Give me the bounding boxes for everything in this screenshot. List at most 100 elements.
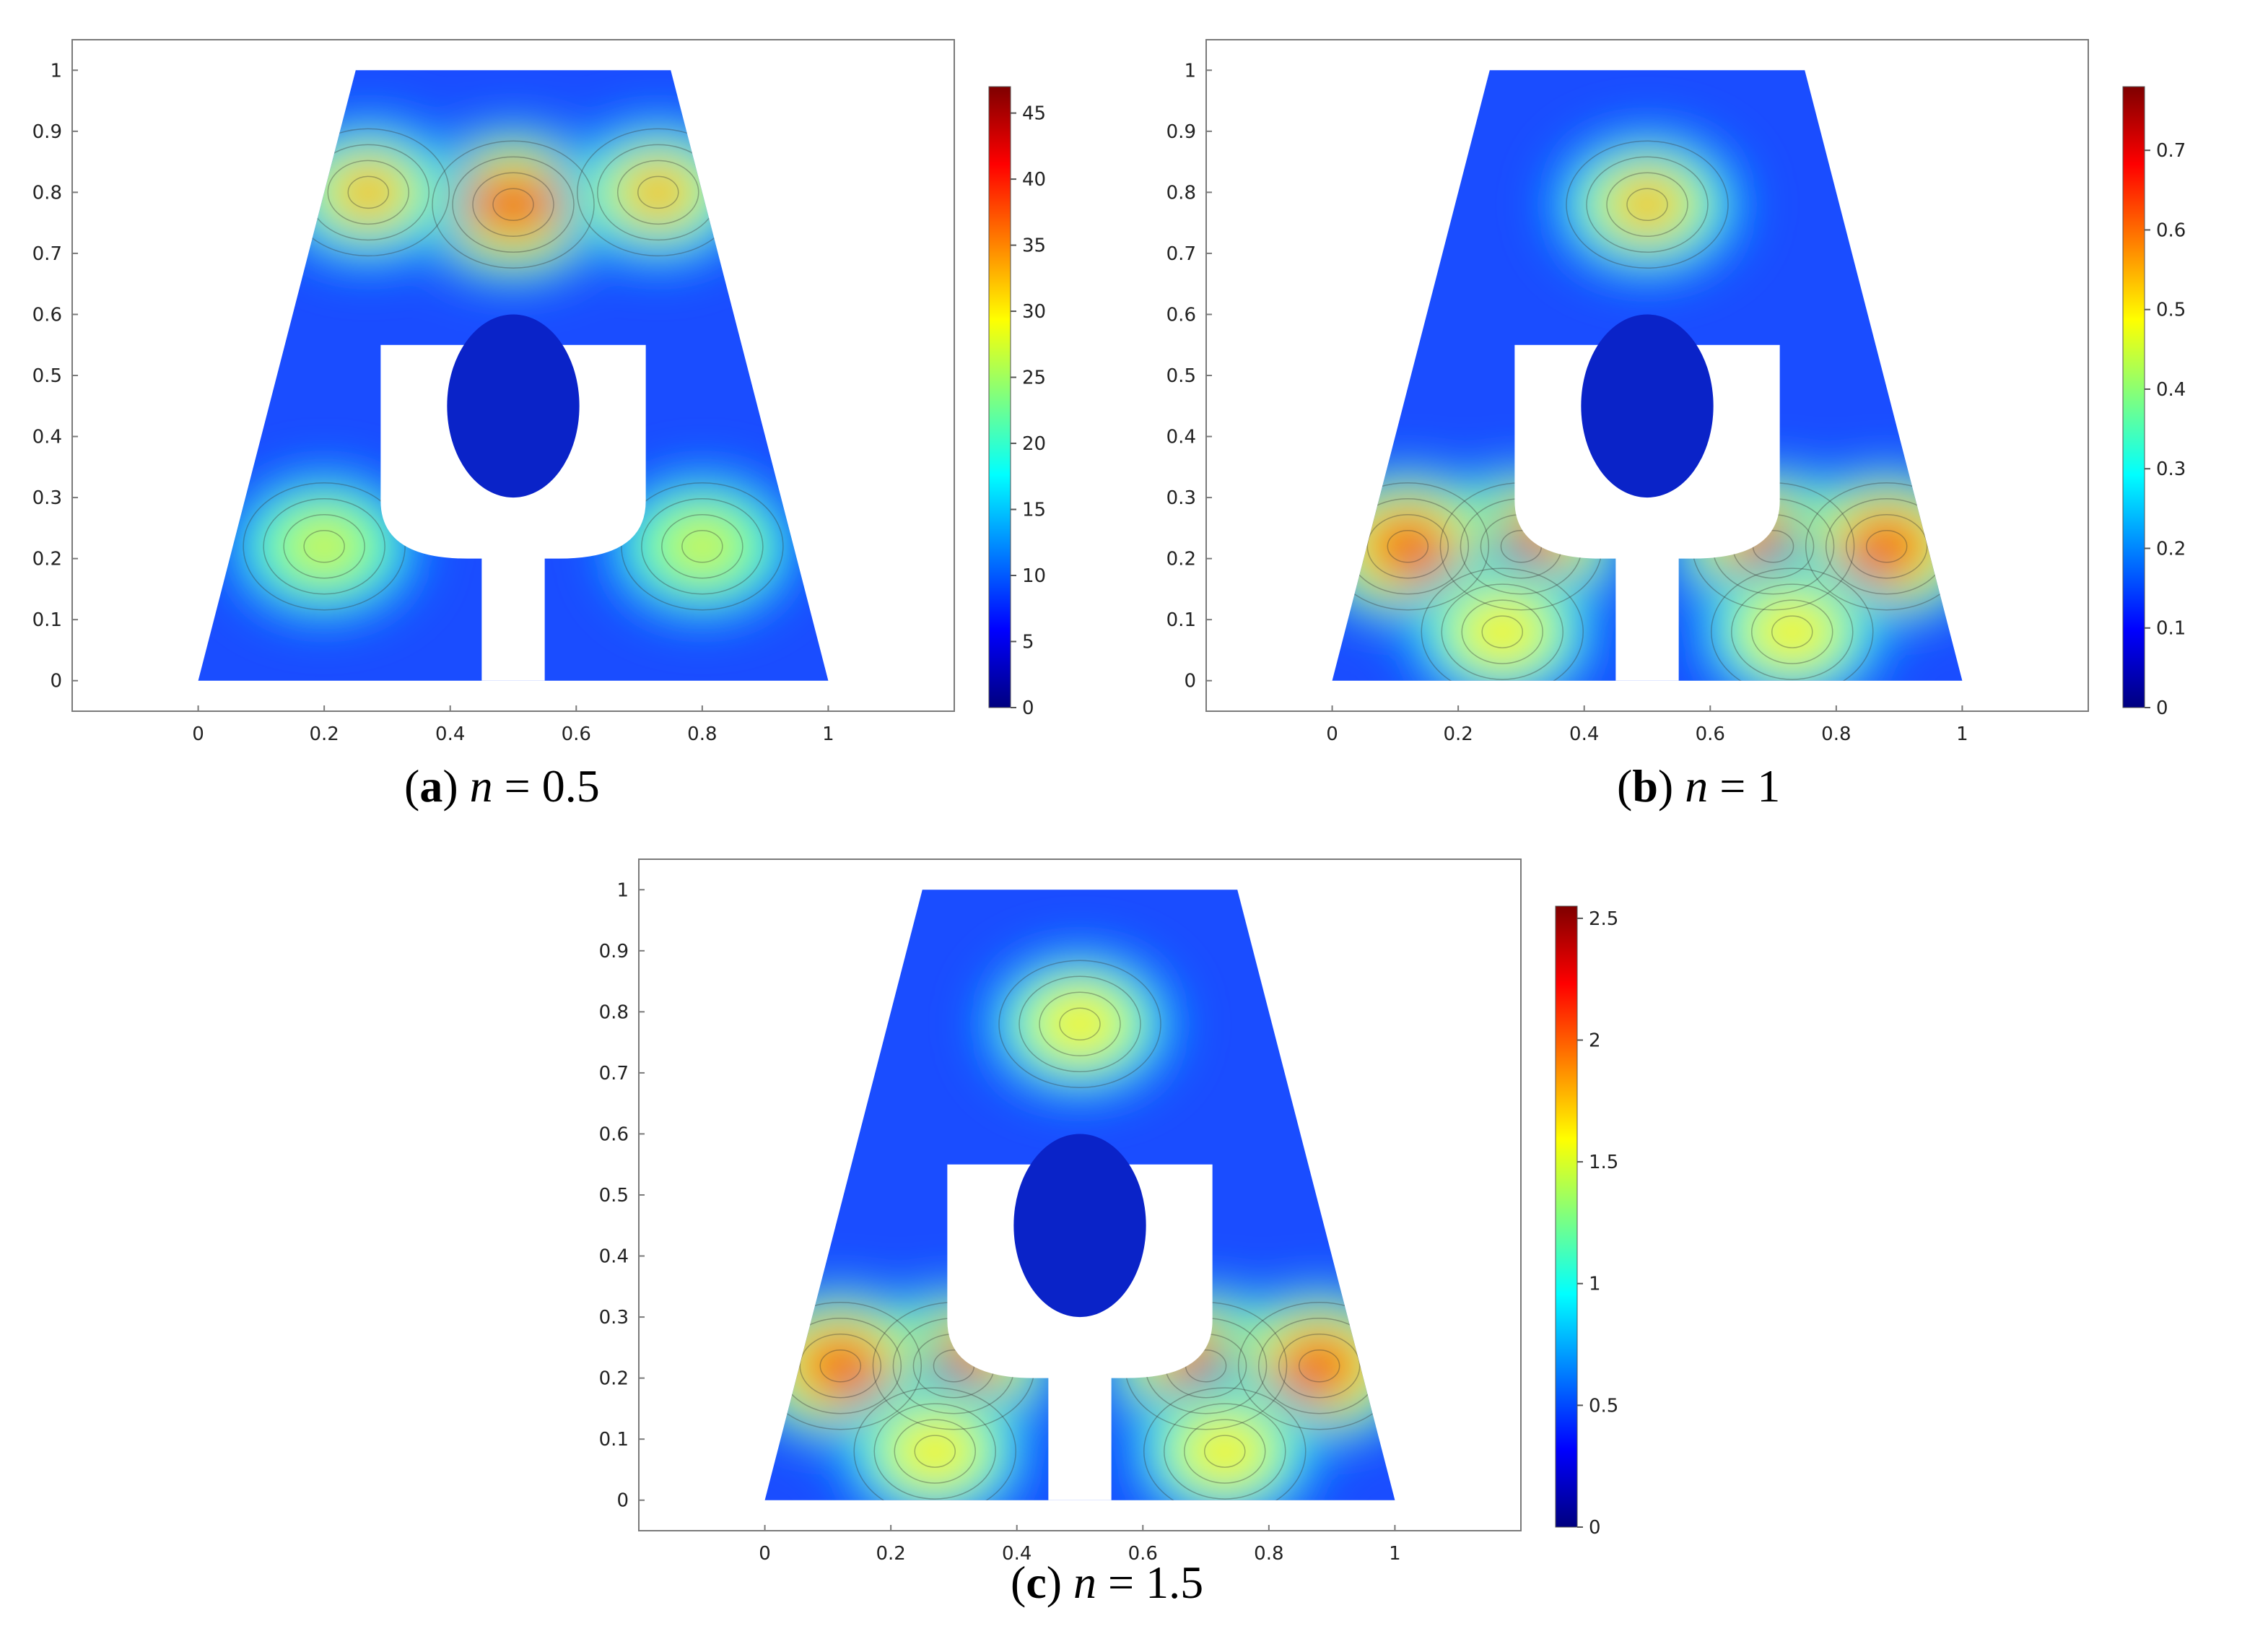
chart-svg: 0 0.2 0.4 0.6 0.8 100.10.20.30.40.50.60.70.80… [32,39,1046,745]
colorbar-tick-label: 0.6 [2156,219,2186,241]
streamline [1441,583,1563,680]
streamline [873,1403,996,1500]
streamline [1204,1435,1246,1468]
streamline [243,482,406,611]
y-tick-label: 0.9 [1166,121,1196,143]
colorbar-tick-label: 0 [1022,697,1034,719]
colorbar-tick-label: 0.5 [1589,1395,1618,1417]
streamline [1143,1387,1307,1500]
y-tick-label: 0.8 [1166,182,1196,204]
streamline [303,529,345,563]
y-tick-label: 0.1 [599,1429,629,1451]
streamline [327,160,409,225]
y-tick-label: 0.8 [32,182,62,204]
colorbar-tick-label: 35 [1022,235,1046,257]
y-tick-label: 0 [1184,671,1196,692]
hotspot [216,463,433,630]
colorbar-tick-label: 30 [1022,301,1046,323]
streamline [998,960,1161,1089]
x-tick-label: 0.6 [1696,723,1725,745]
streamline [1421,568,1584,681]
streamline [347,175,389,209]
streamline [1461,599,1543,664]
center-ellipse [1013,1134,1146,1318]
colorbar-tick-label: 40 [1022,169,1046,191]
caption-b: (b) n = 1 [1617,760,1781,812]
colorbar [2122,86,2145,708]
panel-a-chart: 0 0.2 0.4 0.6 0.8 1 0 0.1 0.2 0.3 0.4 0.5 0.6 0.7 0.8 0… [0,0,1134,820]
streamline [637,175,679,209]
streamline [1332,482,1490,611]
colorbar-tick-label: 0 [2156,697,2168,719]
hotspot [1394,549,1611,681]
colorbar-tick-label: 2 [1589,1030,1601,1051]
y-tick-label: 0.7 [1166,243,1196,265]
colorbar-tick-label: 25 [1022,368,1046,389]
y-tick-label: 0.5 [599,1185,629,1207]
streamline [894,1419,976,1484]
streamline [1845,513,1928,579]
caption-a-var: n [469,760,493,812]
streamline [819,1349,862,1383]
colorbar-tick-label: 2.5 [1589,908,1618,930]
center-ellipse [1581,314,1714,498]
y-tick-label: 0.4 [599,1246,629,1268]
panel-b-chart: 0 0.2 0.4 0.6 0.8 1 0 0.1 0.2 0.3 0.4 0.5 0.6 0.7 0.8 0… [1134,0,2268,820]
x-tick-label: 0.4 [1569,723,1599,745]
colorbar-tick-label: 0 [1589,1517,1601,1539]
hotspot [593,463,811,630]
streamline [1731,583,1854,680]
fork-cutout [947,1164,1213,1500]
y-tick-label: 0 [616,1490,629,1512]
streamline [1751,599,1833,664]
y-tick-label: 0.9 [599,941,629,962]
fork-cutout [380,344,646,681]
caption-c: (c) n = 1.5 [1011,1557,1204,1608]
hotspot [826,1368,1044,1500]
streamline [263,497,385,595]
caption-b-value: 1 [1757,760,1781,812]
colorbar-tick-label: 5 [1022,632,1034,653]
y-tick-label: 0.5 [32,365,62,387]
x-tick-label: 0.8 [1821,723,1851,745]
x-tick-label: 1 [1956,723,1968,745]
streamline [1298,1349,1340,1383]
streamline [452,156,575,253]
fork-cutout [1514,344,1780,681]
y-tick-label: 0 [50,671,62,692]
y-tick-label: 0.3 [32,487,62,509]
streamline [1865,529,1908,563]
colorbar-tick-label: 10 [1022,565,1046,587]
y-tick-label: 1 [50,60,62,82]
x-tick-label: 0.4 [1002,1543,1031,1565]
streamline [641,497,764,595]
y-tick-label: 0.3 [1166,487,1196,509]
hotspot [1539,121,1755,288]
y-tick-label: 0.7 [599,1063,629,1084]
streamline [1771,615,1813,648]
y-tick-label: 0.6 [32,304,62,326]
colorbar-tick-label: 20 [1022,433,1046,455]
y-tick-label: 0.3 [599,1307,629,1329]
caption-a-letter: a [419,760,443,812]
y-tick-label: 0.1 [32,609,62,631]
x-tick-label: 0.6 [1128,1543,1158,1565]
streamline [472,172,554,238]
x-tick-label: 0.2 [1443,723,1473,745]
colorbar-tick-label: 45 [1022,103,1046,125]
streamline [799,1333,882,1399]
hotspot [260,109,477,276]
y-tick-label: 1 [1184,60,1196,82]
streamline [914,1435,956,1468]
y-tick-label: 0.6 [599,1123,629,1145]
x-tick-label: 1 [822,723,834,745]
streamline [432,140,595,269]
colorbar [988,86,1011,708]
hotspot [1683,549,1901,681]
colorbar [1555,905,1578,1528]
streamline [1366,513,1449,579]
caption-c-value: 1.5 [1146,1557,1204,1608]
streamline [1626,188,1668,222]
streamline [1481,615,1523,648]
streamline [283,513,365,579]
